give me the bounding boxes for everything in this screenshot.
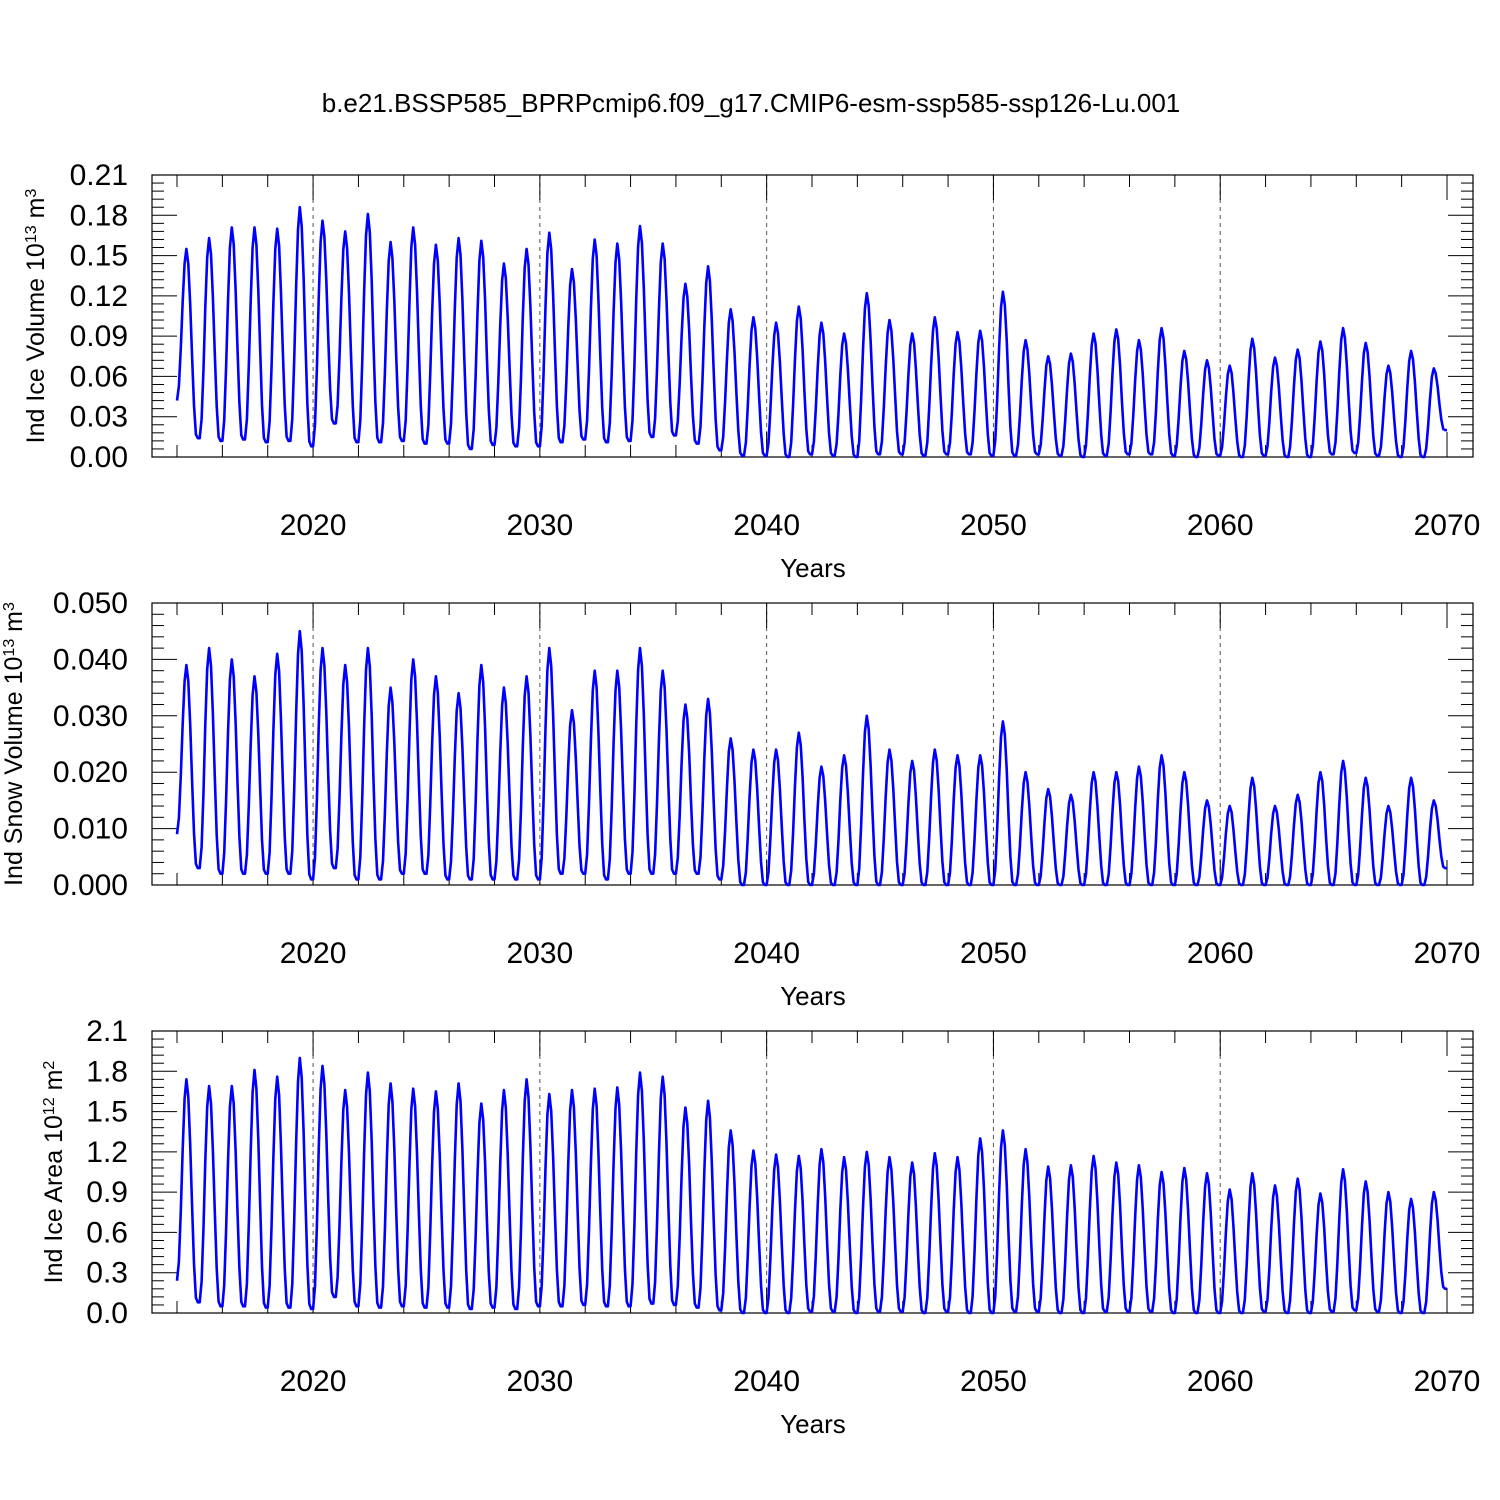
x-tick-label: 2050 — [960, 937, 1027, 970]
y-axis-label-text: m — [40, 1070, 68, 1098]
y-tick-label: 0.18 — [70, 199, 128, 232]
y-tick-label: 0.0 — [86, 1297, 128, 1330]
y-axis-label-text: Ind Ice Volume 10 — [22, 243, 50, 443]
x-tick-label: 2060 — [1187, 509, 1254, 542]
y-tick-label: 0.050 — [53, 587, 128, 620]
y-axis-label-superscript: 3 — [1, 602, 18, 611]
y-tick-label: 0.020 — [53, 756, 128, 789]
x-tick-label: 2030 — [506, 509, 573, 542]
y-tick-label: 0.06 — [70, 360, 128, 393]
y-axis-label-text: m — [22, 198, 50, 226]
x-axis-label: Years — [780, 553, 846, 583]
y-tick-label: 1.8 — [86, 1055, 128, 1088]
x-tick-label: 2040 — [733, 1365, 800, 1398]
x-tick-label: 2050 — [960, 1365, 1027, 1398]
y-tick-label: 0.6 — [86, 1216, 128, 1249]
x-tick-label: 2050 — [960, 509, 1027, 542]
chart-panel-1: 0.00 0.03 0.06 0.09 0.12 0.15 0.18 0.21 2020 2030… — [22, 159, 1480, 583]
series-line — [175, 629, 1447, 887]
y-axis-label-superscript: 13 — [1, 639, 18, 657]
x-tick-label: 2060 — [1187, 1365, 1254, 1398]
x-tick-label: 2040 — [733, 937, 800, 970]
y-tick-label: 0.12 — [70, 280, 128, 313]
y-axis-label: Ind Ice Volume 1013 m3 — [22, 189, 50, 444]
x-tick-label: 2070 — [1414, 1365, 1481, 1398]
y-tick-label: 1.5 — [86, 1096, 128, 1129]
y-tick-label: 0.010 — [53, 813, 128, 846]
y-axis-label-text: m — [0, 611, 28, 639]
y-tick-label: 0.15 — [70, 240, 128, 273]
y-axis-label-text: Ind Ice Area 10 — [40, 1115, 68, 1283]
y-tick-label: 2.1 — [86, 1015, 128, 1048]
x-tick-label: 2030 — [506, 1365, 573, 1398]
y-tick-label: 0.03 — [70, 401, 128, 434]
x-tick-label: 2060 — [1187, 937, 1254, 970]
y-tick-label: 0.030 — [53, 700, 128, 733]
y-axis-label-text: Ind Snow Volume 10 — [0, 657, 28, 886]
y-axis-label-superscript: 2 — [41, 1061, 58, 1070]
chart-panel-2: 0.000 0.010 0.020 0.030 0.040 0.050 2020 2030 20… — [0, 587, 1480, 1011]
y-axis-label-superscript: 13 — [23, 225, 40, 243]
y-tick-label: 0.21 — [70, 159, 128, 192]
x-axis-label: Years — [780, 981, 846, 1011]
y-tick-label: 0.00 — [70, 441, 128, 474]
x-tick-label: 2020 — [280, 1365, 347, 1398]
chart-panel-3: 0.0 0.3 0.6 0.9 1.2 1.5 1.8 2.1 2020 2030 2040 2050… — [40, 1015, 1480, 1439]
figure-title: b.e21.BSSP585_BPRPcmip6.f09_g17.CMIP6-es… — [322, 88, 1181, 118]
x-tick-label: 2070 — [1414, 509, 1481, 542]
x-tick-label: 2020 — [280, 509, 347, 542]
x-tick-label: 2070 — [1414, 937, 1481, 970]
y-axis-label-superscript: 12 — [41, 1097, 58, 1115]
y-tick-label: 0.040 — [53, 643, 128, 676]
y-tick-label: 0.09 — [70, 320, 128, 353]
y-tick-label: 0.000 — [53, 869, 128, 902]
x-tick-label: 2020 — [280, 937, 347, 970]
x-tick-label: 2040 — [733, 509, 800, 542]
series-line — [175, 205, 1447, 459]
y-axis-label: Ind Snow Volume 1013 m3 — [0, 602, 28, 886]
y-tick-label: 0.3 — [86, 1257, 128, 1290]
y-tick-label: 1.2 — [86, 1136, 128, 1169]
y-axis-label-superscript: 3 — [23, 189, 40, 198]
x-tick-label: 2030 — [506, 937, 573, 970]
series-line — [175, 1056, 1447, 1315]
x-axis-label: Years — [780, 1409, 846, 1439]
y-tick-label: 0.9 — [86, 1176, 128, 1209]
y-axis-label: Ind Ice Area 1012 m2 — [40, 1061, 68, 1284]
